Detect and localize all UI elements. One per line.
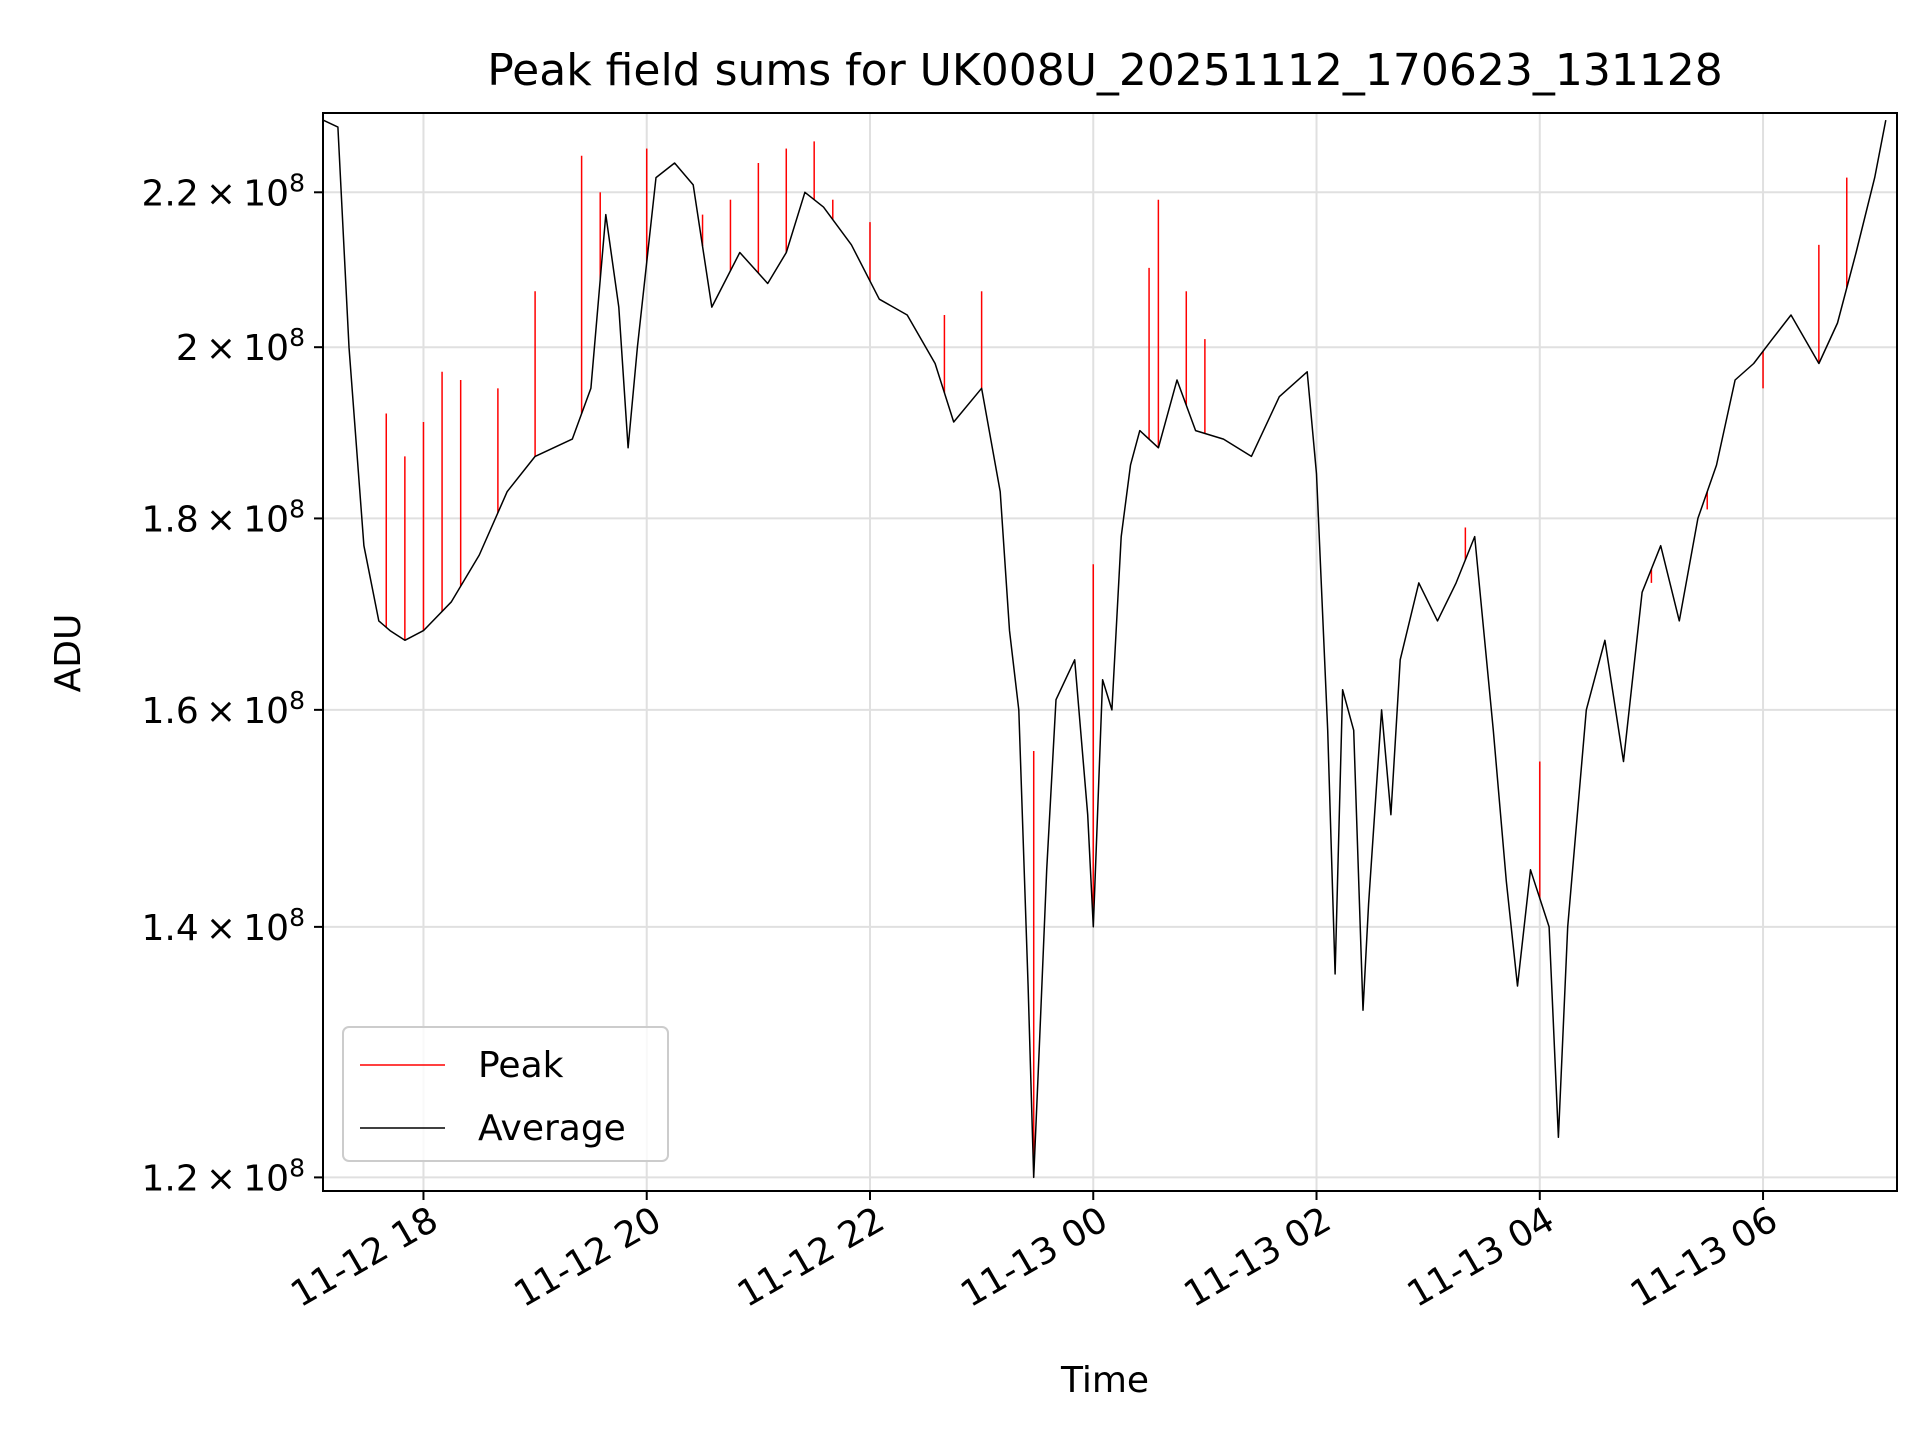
series-peak xyxy=(385,141,1848,1178)
y-tick-label: 1.2 × 108 xyxy=(141,1153,305,1199)
y-tick-label: 1.4 × 108 xyxy=(141,903,305,949)
y-axis-label: ADU xyxy=(48,614,89,693)
legend-label-average: Average xyxy=(478,1108,626,1149)
legend: Peak Average xyxy=(342,1026,669,1162)
legend-label-peak: Peak xyxy=(478,1045,564,1086)
y-axis-ticks: 1.2 × 108 1.4 × 108 1.6 × 108 1.8 × 108 2 × … xyxy=(141,168,323,1199)
y-tick-label: 1.6 × 108 xyxy=(141,686,305,732)
series-layer xyxy=(323,119,1887,1179)
plot-frame xyxy=(322,112,1898,1192)
grid-lines xyxy=(323,113,1897,1191)
chart-title: Peak field sums for UK008U_20251112_1706… xyxy=(487,45,1723,96)
y-tick-label: 2.2 × 108 xyxy=(141,168,305,214)
series-average-line xyxy=(323,119,1887,1179)
x-axis-label: Time xyxy=(1060,1360,1149,1401)
y-tick-label: 1.8 × 108 xyxy=(141,494,305,540)
y-tick-label: 2 × 108 xyxy=(176,323,305,369)
